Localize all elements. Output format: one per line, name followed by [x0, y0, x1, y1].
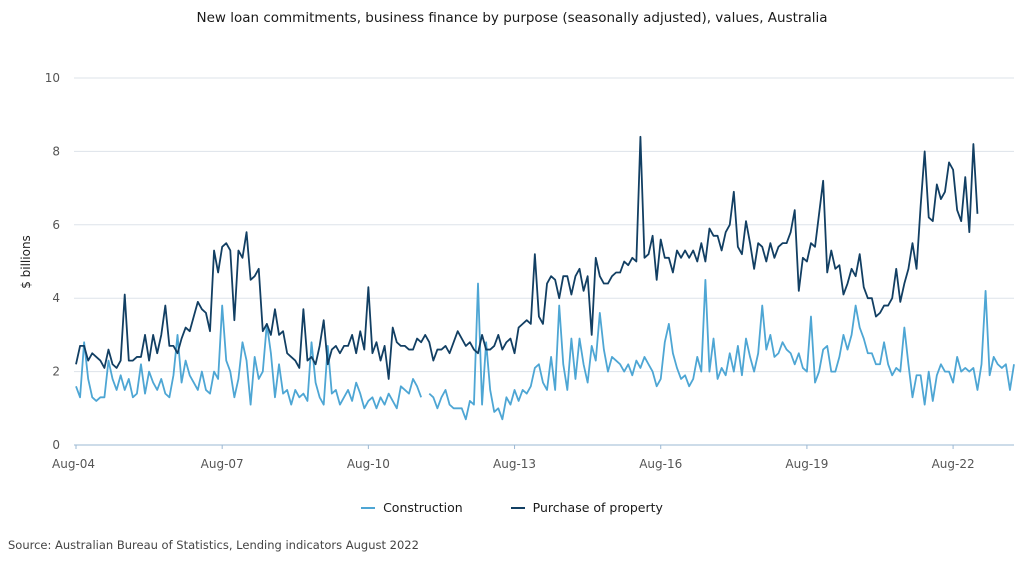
- x-tick-label: Aug-10: [347, 457, 390, 471]
- legend: Construction Purchase of property: [0, 500, 1024, 515]
- legend-item: Construction: [361, 500, 463, 515]
- legend-swatch: [510, 506, 525, 509]
- y-axis-ticks: 0 2 4 6 8 10: [45, 71, 60, 452]
- y-tick-label: 2: [52, 365, 60, 379]
- series-lines: [75, 135, 1015, 421]
- x-axis: Aug-04 Aug-07 Aug-10 Aug-13 Aug-16 Aug-19 Aug-…: [52, 444, 1014, 471]
- series-line-construction: [75, 278, 1015, 421]
- gridlines: [74, 77, 1014, 373]
- y-tick-label: 8: [52, 144, 60, 158]
- x-tick-label: Aug-13: [493, 457, 536, 471]
- x-tick-label: Aug-16: [639, 457, 682, 471]
- x-tick-label: Aug-22: [932, 457, 975, 471]
- x-tick-label: Aug-07: [201, 457, 244, 471]
- legend-item: Purchase of property: [510, 500, 663, 515]
- y-tick-label: 6: [52, 218, 60, 232]
- y-axis-title: $ billions: [19, 235, 33, 289]
- legend-swatch: [361, 506, 376, 509]
- y-tick-label: 4: [52, 291, 60, 305]
- chart-title: New loan commitments, business finance b…: [196, 10, 828, 26]
- x-tick-label: Aug-19: [785, 457, 828, 471]
- legend-label: Construction: [383, 500, 463, 515]
- source-note: Source: Australian Bureau of Statistics,…: [8, 538, 419, 552]
- x-tick-label: Aug-04: [52, 457, 95, 471]
- legend-label: Purchase of property: [532, 500, 663, 515]
- series-line-purchase-of-property: [75, 135, 979, 380]
- y-tick-label: 0: [52, 438, 60, 452]
- y-tick-label: 10: [45, 71, 60, 85]
